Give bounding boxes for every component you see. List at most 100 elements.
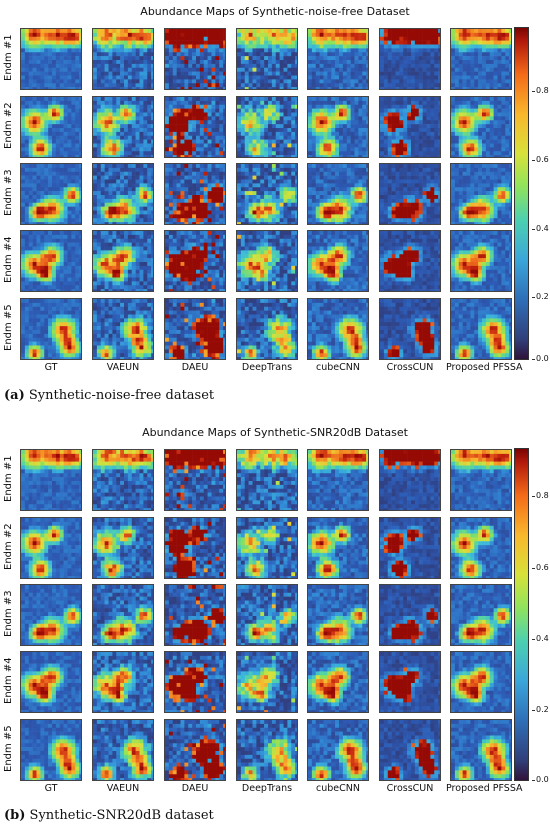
abundance-map-tile — [307, 517, 369, 579]
abundance-map-tile — [164, 298, 226, 360]
abundance-map-tile — [450, 517, 512, 579]
abundance-map-tile — [379, 28, 441, 90]
abundance-map-tile — [307, 298, 369, 360]
abundance-map-tile — [307, 651, 369, 713]
abundance-map-tile — [450, 96, 512, 158]
abundance-map-tile — [92, 719, 154, 781]
abundance-map-tile — [379, 230, 441, 292]
abundance-map-tile — [379, 96, 441, 158]
caption-letter: (b) — [4, 808, 26, 823]
colorbar-tick: 0.6 — [532, 563, 549, 572]
abundance-map-tile — [164, 230, 226, 292]
abundance-map-tile — [307, 96, 369, 158]
abundance-map-tile — [450, 230, 512, 292]
abundance-map-tile — [379, 298, 441, 360]
abundance-map-tile — [92, 651, 154, 713]
abundance-map-tile — [92, 584, 154, 646]
colorbar-tick: 0.6 — [532, 155, 549, 164]
abundance-map-tile — [20, 719, 82, 781]
colorbar-tick: 0.2 — [532, 292, 549, 301]
column-label: CrossCUN — [386, 783, 434, 794]
abundance-map-tile — [307, 449, 369, 511]
abundance-map-tile — [20, 651, 82, 713]
column-label: CrossCUN — [386, 362, 434, 373]
abundance-map-tile — [92, 28, 154, 90]
abundance-map-tile — [450, 298, 512, 360]
abundance-map-tile — [92, 517, 154, 579]
abundance-map-tile — [379, 449, 441, 511]
abundance-map-tile — [164, 163, 226, 225]
abundance-map-tile — [92, 230, 154, 292]
colorbar-tick: 0.8 — [532, 491, 549, 500]
abundance-map-tile — [379, 719, 441, 781]
panel-b-title: Abundance Maps of Synthetic-SNR20dB Data… — [142, 426, 408, 439]
column-label: Proposed PFSSA — [446, 362, 523, 373]
abundance-map-tile — [164, 449, 226, 511]
abundance-map-tile — [450, 449, 512, 511]
abundance-map-tile — [450, 584, 512, 646]
abundance-map-tile — [379, 163, 441, 225]
abundance-map-tile — [20, 449, 82, 511]
abundance-map-tile — [450, 719, 512, 781]
panel-a-title: Abundance Maps of Synthetic-noise-free D… — [140, 5, 410, 18]
abundance-map-tile — [307, 163, 369, 225]
colorbar-tick: 0.0 — [532, 775, 549, 784]
colorbar-tick: 0.4 — [532, 224, 549, 233]
abundance-map-tile — [236, 719, 298, 781]
abundance-map-tile — [450, 163, 512, 225]
abundance-map-tile — [236, 28, 298, 90]
column-label: VAEUN — [106, 362, 140, 373]
abundance-map-tile — [450, 28, 512, 90]
column-label: Proposed PFSSA — [446, 783, 523, 794]
abundance-map-tile — [20, 517, 82, 579]
column-label: DeepTrans — [241, 362, 293, 373]
abundance-map-tile — [307, 28, 369, 90]
column-label: DeepTrans — [241, 783, 293, 794]
column-label: DAEU — [181, 362, 209, 373]
abundance-map-tile — [450, 651, 512, 713]
abundance-map-tile — [164, 719, 226, 781]
panel-a-caption: (a) Synthetic-noise-free dataset — [4, 388, 214, 403]
abundance-map-tile — [307, 584, 369, 646]
abundance-map-tile — [379, 517, 441, 579]
abundance-map-tile — [236, 517, 298, 579]
caption-text: Synthetic-noise-free dataset — [28, 388, 215, 403]
caption-text: Synthetic-SNR20dB dataset — [29, 808, 214, 823]
abundance-map-tile — [20, 298, 82, 360]
colorbar-tick: 0.0 — [532, 354, 549, 363]
panel-a-colorbar — [514, 27, 529, 360]
abundance-map-tile — [92, 96, 154, 158]
abundance-map-tile — [164, 651, 226, 713]
column-label: GT — [44, 362, 58, 373]
abundance-map-tile — [92, 163, 154, 225]
abundance-map-tile — [236, 298, 298, 360]
abundance-map-tile — [164, 584, 226, 646]
abundance-map-tile — [307, 719, 369, 781]
abundance-map-tile — [92, 449, 154, 511]
abundance-map-tile — [20, 96, 82, 158]
abundance-map-tile — [164, 517, 226, 579]
abundance-map-tile — [92, 298, 154, 360]
abundance-map-tile — [20, 163, 82, 225]
column-label: cubeCNN — [316, 783, 360, 794]
abundance-map-tile — [236, 96, 298, 158]
column-label: VAEUN — [106, 783, 140, 794]
abundance-map-tile — [164, 28, 226, 90]
panel-b-caption: (b) Synthetic-SNR20dB dataset — [4, 808, 214, 823]
abundance-map-tile — [236, 584, 298, 646]
colorbar-tick: 0.2 — [532, 705, 549, 714]
abundance-map-tile — [379, 584, 441, 646]
abundance-map-tile — [236, 651, 298, 713]
panel-b-colorbar — [514, 448, 529, 781]
colorbar-tick: 0.4 — [532, 634, 549, 643]
abundance-map-tile — [20, 584, 82, 646]
abundance-map-tile — [236, 230, 298, 292]
column-label: DAEU — [181, 783, 209, 794]
abundance-map-tile — [236, 163, 298, 225]
abundance-map-tile — [164, 96, 226, 158]
caption-letter: (a) — [4, 388, 25, 403]
abundance-map-tile — [379, 651, 441, 713]
abundance-map-tile — [236, 449, 298, 511]
abundance-map-tile — [20, 28, 82, 90]
column-label: cubeCNN — [316, 362, 360, 373]
